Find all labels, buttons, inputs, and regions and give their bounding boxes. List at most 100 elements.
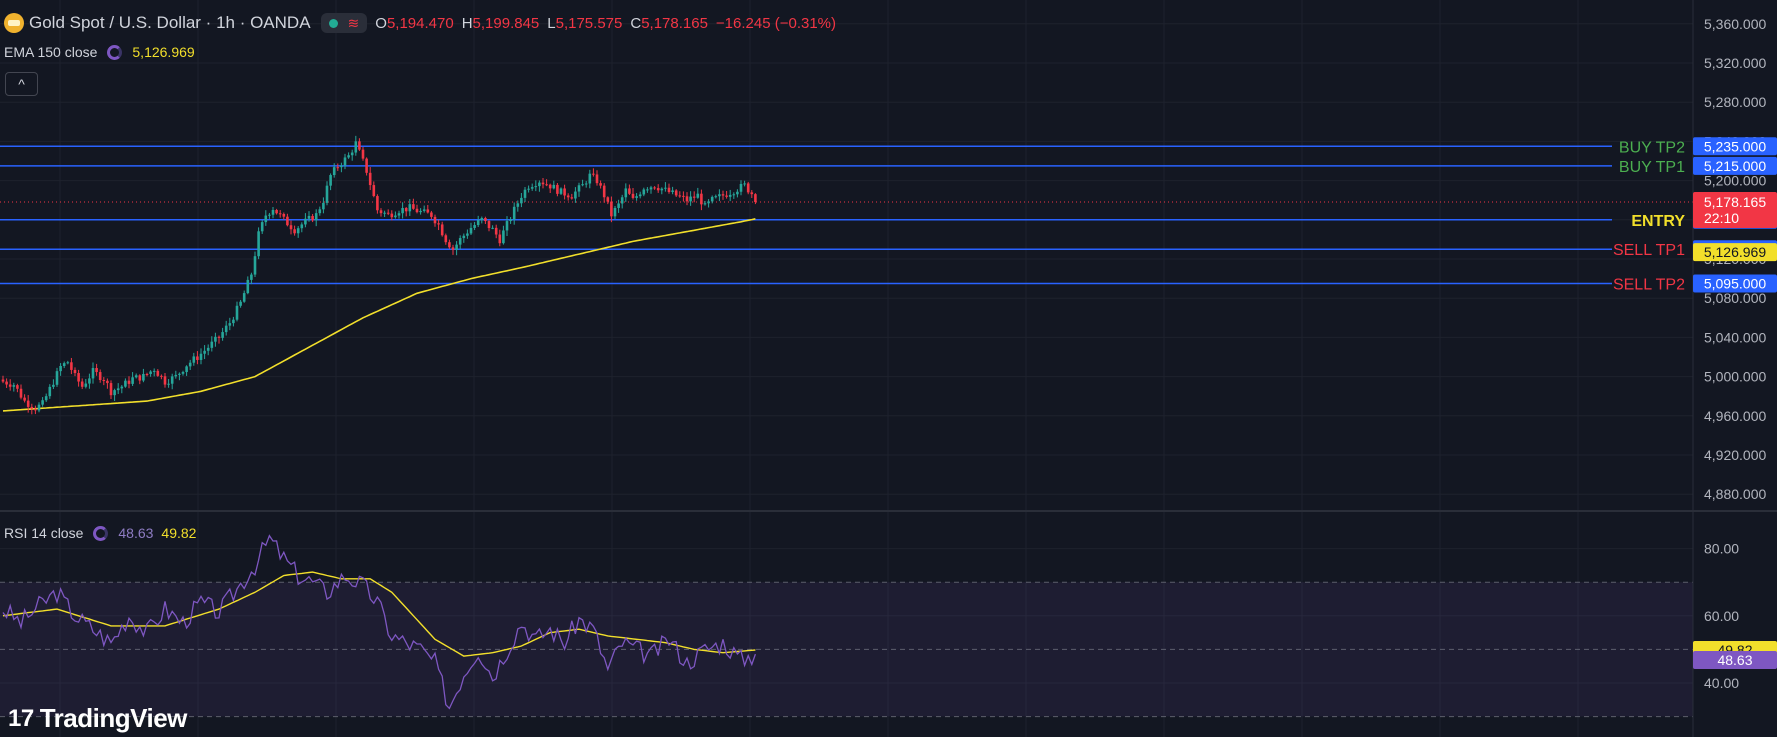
wave-icon: ≋ xyxy=(347,14,360,31)
candle-body xyxy=(206,347,210,351)
candle-body xyxy=(505,221,509,231)
price-axis[interactable]: 5,360.0005,320.0005,280.0005,240.0005,20… xyxy=(1704,16,1766,502)
candle-body xyxy=(390,213,394,218)
candle-body xyxy=(91,368,95,379)
candle-body xyxy=(491,227,494,229)
candle-body xyxy=(282,213,286,217)
candle-body xyxy=(59,365,62,372)
candle-countdown: 22:10 xyxy=(1704,210,1739,226)
candle-body xyxy=(588,173,592,184)
ohlc-low: L5,175.575 xyxy=(547,14,623,32)
candle-body xyxy=(538,182,541,187)
candle-body xyxy=(84,383,88,387)
market-status-pill[interactable]: ≋ xyxy=(320,13,368,33)
collapse-legend-button[interactable]: ^ xyxy=(5,72,38,96)
candle-body xyxy=(332,167,336,176)
candle-body xyxy=(404,208,408,212)
candle-body xyxy=(408,204,412,212)
candle-body xyxy=(152,370,156,372)
ema-legend[interactable]: EMA 150 close 5,126.969 xyxy=(4,44,195,60)
candle-body xyxy=(494,227,498,235)
candle-body xyxy=(109,383,113,396)
rsi-label[interactable]: RSI 14 close xyxy=(4,525,84,541)
candle-body xyxy=(577,185,581,192)
candle-body xyxy=(242,293,246,302)
symbol-title[interactable]: Gold Spot / U.S. Dollar · 1h · OANDA xyxy=(29,13,311,32)
candle-body xyxy=(217,336,221,338)
candle-body xyxy=(401,208,404,214)
candle-body xyxy=(131,377,134,384)
candle-body xyxy=(98,372,102,381)
candle-body xyxy=(174,374,178,377)
candle-body xyxy=(77,373,80,382)
candle-body xyxy=(41,400,44,405)
candle-body xyxy=(556,184,559,194)
candle-body xyxy=(210,341,214,348)
candle-body xyxy=(343,157,347,166)
candle-body xyxy=(365,158,368,173)
market-open-icon xyxy=(328,18,338,28)
candle-body xyxy=(318,209,322,214)
candle-body xyxy=(145,374,149,376)
candle-body xyxy=(440,224,444,236)
candle-body xyxy=(710,196,714,202)
rsi-axis[interactable]: 80.00 60.00 40.00 xyxy=(1704,541,1739,691)
candle-body xyxy=(196,356,199,360)
candle-body xyxy=(736,191,739,195)
candle-body xyxy=(80,381,84,387)
candle-body xyxy=(674,190,678,196)
candle-body xyxy=(552,184,556,189)
price-badges: 5,235.0005,215.0005,160.0005,130.0005,09… xyxy=(1693,137,1777,669)
rsi-guides xyxy=(0,581,1693,718)
candle-body xyxy=(1,379,5,382)
candle-body xyxy=(185,366,188,373)
candle-body xyxy=(134,375,138,378)
candle-body xyxy=(163,376,167,385)
candle-body xyxy=(300,224,304,229)
candle-body xyxy=(239,301,242,306)
candle-body xyxy=(250,274,253,280)
candle-body xyxy=(304,218,307,225)
current-price-badge: 5,178.165 xyxy=(1704,194,1766,210)
ohlc-open: O5,194.470 xyxy=(375,14,454,32)
symbol-legend[interactable]: Gold Spot / U.S. Dollar · 1h · OANDA ≋ O… xyxy=(4,11,836,35)
candle-body xyxy=(541,182,545,185)
level-label-entry: ENTRY xyxy=(1631,213,1685,230)
candle-body xyxy=(30,406,34,409)
candle-body xyxy=(275,209,278,214)
gold-coin-icon xyxy=(4,13,24,33)
candle-body xyxy=(199,353,203,360)
price-tick-label: 5,200.000 xyxy=(1704,173,1766,189)
candle-body xyxy=(595,174,599,184)
rsi-value-badge-bg xyxy=(1693,650,1777,669)
candle-body xyxy=(523,189,527,198)
candle-body xyxy=(469,227,473,234)
candle-body xyxy=(502,230,505,244)
candle-body xyxy=(750,192,754,195)
candle-body xyxy=(311,215,314,221)
price-tick-label: 5,360.000 xyxy=(1704,16,1766,32)
candle-body xyxy=(415,208,419,213)
candle-body xyxy=(113,390,116,396)
candle-body xyxy=(368,172,372,186)
ema-label[interactable]: EMA 150 close xyxy=(4,44,98,60)
candle-body xyxy=(102,380,106,382)
candle-body xyxy=(455,244,458,250)
candle-body xyxy=(520,197,523,204)
price-tick-label: 5,280.000 xyxy=(1704,94,1766,110)
candle-body xyxy=(458,238,462,245)
candle-body xyxy=(48,386,52,397)
candle-body xyxy=(228,323,232,326)
candle-body xyxy=(167,383,170,385)
candle-body xyxy=(138,375,142,381)
candle-body xyxy=(361,149,365,159)
ema-price-badge-bg xyxy=(1693,243,1777,262)
candle-body xyxy=(599,183,602,186)
candle-body xyxy=(484,218,487,222)
rsi-legend[interactable]: RSI 14 close 48.63 49.82 xyxy=(4,525,196,541)
candle-body xyxy=(142,374,145,381)
tradingview-logo[interactable]: 17 TradingView xyxy=(8,703,187,734)
candle-body xyxy=(631,193,635,198)
level-label-buy-tp1: BUY TP1 xyxy=(1619,159,1685,176)
